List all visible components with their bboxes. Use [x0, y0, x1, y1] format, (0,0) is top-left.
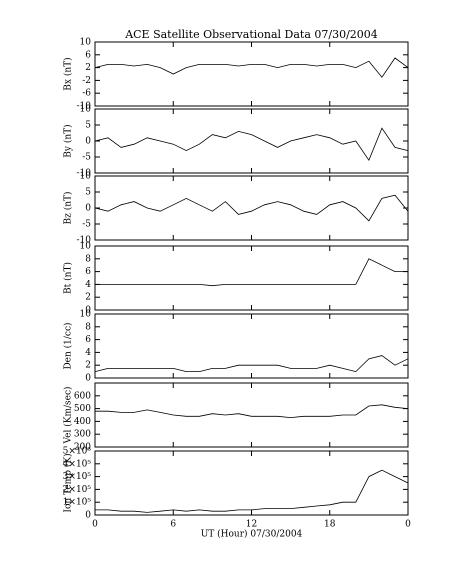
y-tick-label: -10 — [77, 169, 92, 179]
y-tick-label: -5 — [82, 220, 91, 230]
y-tick-label: 6 — [85, 335, 91, 345]
plot-frame — [94, 41, 409, 107]
y-tick-label: 5 — [85, 188, 91, 198]
y-tick-label: -5 — [82, 153, 91, 163]
y-tick-label: 300 — [74, 430, 91, 440]
y-axis-label: Bz (nT) — [63, 191, 74, 224]
y-tick-label: 2 — [85, 361, 91, 371]
y-tick-label: 10 — [80, 172, 92, 182]
y-tick-label: 10 — [80, 105, 92, 115]
y-tick-label: 5×10⁵ — [63, 447, 92, 457]
data-line — [94, 355, 409, 373]
plot-frame — [94, 382, 409, 448]
y-tick-label: 0 — [85, 306, 91, 316]
plot-frame — [94, 108, 409, 174]
y-tick-label: 6 — [85, 50, 91, 60]
plot-frame — [94, 450, 409, 516]
y-tick-label: 5 — [85, 121, 91, 131]
y-tick-label: 0 — [85, 137, 91, 147]
x-tick-label: 6 — [170, 520, 176, 530]
y-tick-label: 2 — [85, 293, 91, 303]
y-tick-label: 10 — [80, 310, 92, 320]
data-line — [95, 258, 408, 287]
y-tick-label: 4×10⁵ — [63, 459, 92, 469]
y-tick-label: -2 — [82, 76, 91, 86]
y-tick-label: 4 — [85, 348, 91, 358]
y-tick-label: 8 — [85, 322, 91, 332]
y-tick-label: 8 — [85, 254, 91, 264]
x-axis-label: UT (Hour) 07/30/2004 — [201, 529, 303, 540]
y-axis-label: Bx (nT) — [63, 57, 74, 90]
y-axis-label: Vel (Km/sec) — [63, 386, 74, 444]
chart-title: ACE Satellite Observational Data 07/30/2… — [124, 28, 378, 41]
y-tick-label: 10 — [80, 242, 92, 252]
data-line — [94, 127, 409, 162]
y-tick-label: 200 — [74, 443, 91, 453]
y-tick-label: 500 — [74, 404, 91, 414]
data-line — [95, 404, 409, 419]
y-tick-label: 6 — [85, 267, 91, 277]
y-tick-label: 1×10⁵ — [63, 498, 92, 508]
y-tick-label: 0 — [85, 511, 91, 521]
data-line — [94, 57, 409, 78]
y-tick-label: 0 — [85, 204, 91, 214]
y-tick-label: 600 — [74, 391, 91, 401]
x-tick-label: 0 — [405, 520, 411, 530]
y-axis-label: Den (1/cc) — [63, 322, 74, 369]
y-tick-label: 2 — [85, 63, 91, 73]
x-tick-label: 18 — [324, 520, 336, 530]
data-line — [95, 469, 409, 513]
y-tick-label: 3×10⁵ — [63, 472, 92, 482]
y-tick-label: 400 — [74, 417, 91, 427]
y-tick-label: 0 — [85, 374, 91, 384]
y-tick-label: 2×10⁵ — [63, 485, 92, 495]
data-line — [94, 194, 409, 222]
y-tick-label: 10 — [80, 38, 92, 48]
x-tick-label: 12 — [246, 520, 257, 530]
y-tick-label: -6 — [82, 89, 91, 99]
y-tick-label: -10 — [77, 102, 92, 112]
plot-frame — [94, 245, 409, 311]
plot-frame — [94, 175, 409, 241]
x-tick-label: 0 — [92, 520, 98, 530]
y-tick-label: 4 — [85, 280, 91, 290]
y-axis-label: By (nT) — [63, 124, 74, 157]
y-tick-label: -10 — [77, 236, 92, 246]
y-axis-label: Ion Temp (K) — [63, 453, 74, 512]
y-axis-label: Bt (nT) — [63, 262, 74, 294]
